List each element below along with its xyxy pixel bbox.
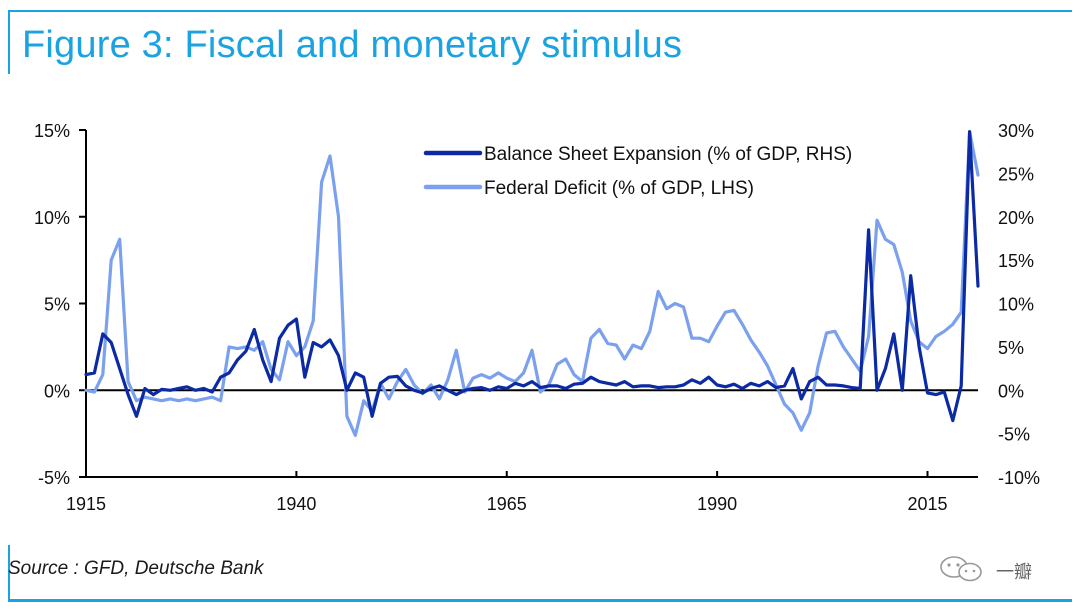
y-right-tick-label: 30%: [998, 121, 1034, 141]
federal-deficit-line: [84, 130, 980, 437]
watermark-text: 一瓣: [996, 562, 1032, 583]
x-tick-label: 1990: [697, 494, 737, 514]
y-right-tick-label: 20%: [998, 208, 1034, 228]
y-left-tick-label: -5%: [38, 468, 70, 488]
y-right-tick-label: -5%: [998, 425, 1030, 445]
x-tick-label: 2015: [907, 494, 947, 514]
x-tick-label: 1915: [66, 494, 106, 514]
y-left-tick-label: 10%: [34, 208, 70, 228]
source-left-border: [8, 545, 10, 601]
y-right-tick-label: -10%: [998, 468, 1040, 488]
bottom-border: [8, 599, 1072, 602]
chart-axes: 15% 10% 5% 0% -5% 30% 25% 20% 15% 10% 5% 0% -5% -10% 1…: [34, 121, 1040, 514]
legend-item: Federal Deficit (% of GDP, LHS): [423, 178, 754, 199]
legend-label: Federal Deficit (% of GDP, LHS): [484, 178, 754, 199]
chart-lines: [84, 130, 980, 437]
x-tick-label: 1965: [487, 494, 527, 514]
balance-sheet-line: [84, 130, 980, 423]
source-note: Source : GFD, Deutsche Bank: [8, 558, 264, 579]
y-right-tick-label: 10%: [998, 295, 1034, 315]
y-right-tick-label: 5%: [998, 338, 1024, 358]
y-left-tick-label: 15%: [34, 121, 70, 141]
y-right-tick-label: 15%: [998, 251, 1034, 271]
y-right-tick-label: 25%: [998, 164, 1034, 184]
title-left-border: [8, 10, 10, 74]
chat-bubble-icon: [940, 556, 982, 582]
legend-label: Balance Sheet Expansion (% of GDP, RHS): [484, 144, 852, 165]
chart-legend: Balance Sheet Expansion (% of GDP, RHS) F…: [423, 144, 852, 199]
legend-item: Balance Sheet Expansion (% of GDP, RHS): [423, 144, 852, 165]
page-title: Figure 3: Fiscal and monetary stimulus: [22, 24, 683, 66]
x-tick-label: 1940: [276, 494, 316, 514]
top-border: [8, 10, 1072, 12]
y-left-tick-label: 5%: [44, 295, 70, 315]
y-left-tick-label: 0%: [44, 381, 70, 401]
y-right-tick-label: 0%: [998, 381, 1024, 401]
